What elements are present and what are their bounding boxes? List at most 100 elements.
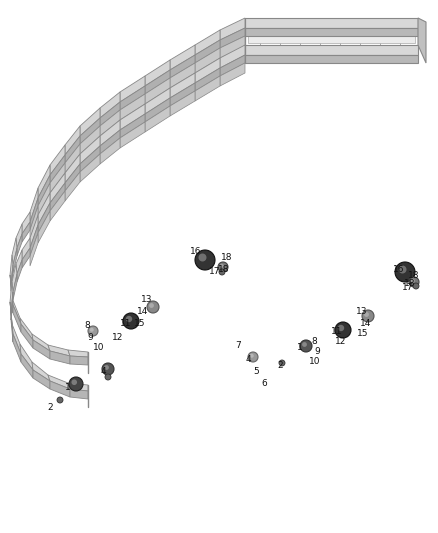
- Text: 13: 13: [141, 295, 153, 304]
- Polygon shape: [145, 106, 170, 132]
- Text: 14: 14: [360, 319, 372, 327]
- Polygon shape: [248, 30, 415, 43]
- Polygon shape: [145, 78, 170, 104]
- Polygon shape: [65, 154, 80, 183]
- Polygon shape: [118, 110, 122, 120]
- Text: 14: 14: [137, 308, 148, 317]
- Text: 9: 9: [314, 348, 320, 357]
- Circle shape: [195, 250, 215, 270]
- Polygon shape: [22, 238, 30, 260]
- Text: 10: 10: [309, 358, 321, 367]
- Polygon shape: [13, 305, 21, 332]
- Text: 9: 9: [87, 333, 93, 342]
- Polygon shape: [100, 110, 120, 136]
- Polygon shape: [100, 92, 120, 118]
- Polygon shape: [195, 48, 220, 73]
- Polygon shape: [195, 58, 220, 83]
- Polygon shape: [220, 18, 245, 40]
- Polygon shape: [195, 40, 220, 63]
- Polygon shape: [245, 18, 418, 28]
- Text: 4: 4: [245, 356, 251, 365]
- Polygon shape: [63, 173, 67, 183]
- Text: 15: 15: [357, 328, 369, 337]
- Polygon shape: [65, 164, 80, 191]
- Polygon shape: [143, 104, 147, 114]
- Polygon shape: [38, 175, 50, 206]
- Text: 12: 12: [112, 333, 124, 342]
- Text: 7: 7: [235, 342, 241, 351]
- Polygon shape: [11, 292, 13, 320]
- Polygon shape: [50, 351, 70, 364]
- Circle shape: [248, 352, 258, 362]
- Polygon shape: [38, 193, 50, 225]
- Polygon shape: [20, 318, 33, 340]
- Polygon shape: [245, 45, 418, 55]
- Text: 18: 18: [221, 254, 233, 262]
- Polygon shape: [50, 155, 65, 183]
- Polygon shape: [170, 55, 195, 78]
- Polygon shape: [120, 94, 145, 120]
- Text: 4: 4: [100, 367, 106, 376]
- Circle shape: [279, 360, 285, 366]
- Polygon shape: [145, 60, 170, 86]
- Text: 5: 5: [253, 367, 259, 376]
- Polygon shape: [13, 274, 17, 300]
- Text: 2: 2: [277, 360, 283, 369]
- Polygon shape: [98, 136, 102, 146]
- Circle shape: [57, 397, 63, 403]
- Text: 18: 18: [408, 271, 420, 280]
- Polygon shape: [11, 283, 13, 313]
- Circle shape: [104, 365, 109, 370]
- Circle shape: [364, 312, 369, 317]
- Circle shape: [220, 264, 224, 268]
- Polygon shape: [30, 233, 38, 266]
- Text: 16: 16: [393, 265, 405, 274]
- Polygon shape: [193, 63, 197, 73]
- Polygon shape: [63, 163, 67, 173]
- Text: 8: 8: [84, 320, 90, 329]
- Polygon shape: [220, 55, 245, 76]
- Polygon shape: [48, 345, 70, 356]
- Polygon shape: [70, 356, 88, 365]
- Polygon shape: [100, 138, 120, 164]
- Polygon shape: [12, 324, 21, 354]
- Circle shape: [335, 322, 351, 338]
- Polygon shape: [120, 86, 145, 110]
- Circle shape: [218, 262, 228, 272]
- Polygon shape: [418, 18, 426, 63]
- Text: 17: 17: [209, 268, 221, 277]
- Polygon shape: [22, 248, 30, 268]
- Polygon shape: [38, 203, 50, 233]
- Polygon shape: [80, 108, 100, 136]
- Polygon shape: [68, 383, 88, 391]
- Polygon shape: [120, 122, 145, 148]
- Circle shape: [399, 265, 406, 273]
- Polygon shape: [143, 94, 147, 104]
- Circle shape: [413, 283, 419, 289]
- Text: 8: 8: [311, 337, 317, 346]
- Polygon shape: [193, 73, 197, 83]
- Polygon shape: [11, 312, 13, 342]
- Polygon shape: [13, 334, 21, 362]
- Circle shape: [147, 301, 159, 313]
- Polygon shape: [170, 73, 195, 98]
- Polygon shape: [16, 224, 22, 248]
- Polygon shape: [17, 260, 22, 282]
- Polygon shape: [33, 340, 50, 359]
- Text: 6: 6: [261, 378, 267, 387]
- Polygon shape: [10, 282, 13, 312]
- Polygon shape: [65, 136, 80, 163]
- Polygon shape: [80, 154, 100, 182]
- Polygon shape: [80, 146, 100, 172]
- Polygon shape: [65, 126, 80, 155]
- Polygon shape: [168, 78, 172, 88]
- Polygon shape: [80, 126, 100, 154]
- Text: 17: 17: [402, 284, 414, 293]
- Polygon shape: [30, 188, 38, 222]
- Circle shape: [302, 342, 307, 347]
- Polygon shape: [50, 381, 70, 397]
- Circle shape: [250, 354, 254, 358]
- Polygon shape: [33, 370, 50, 389]
- Polygon shape: [50, 163, 65, 193]
- Text: 10: 10: [93, 343, 105, 352]
